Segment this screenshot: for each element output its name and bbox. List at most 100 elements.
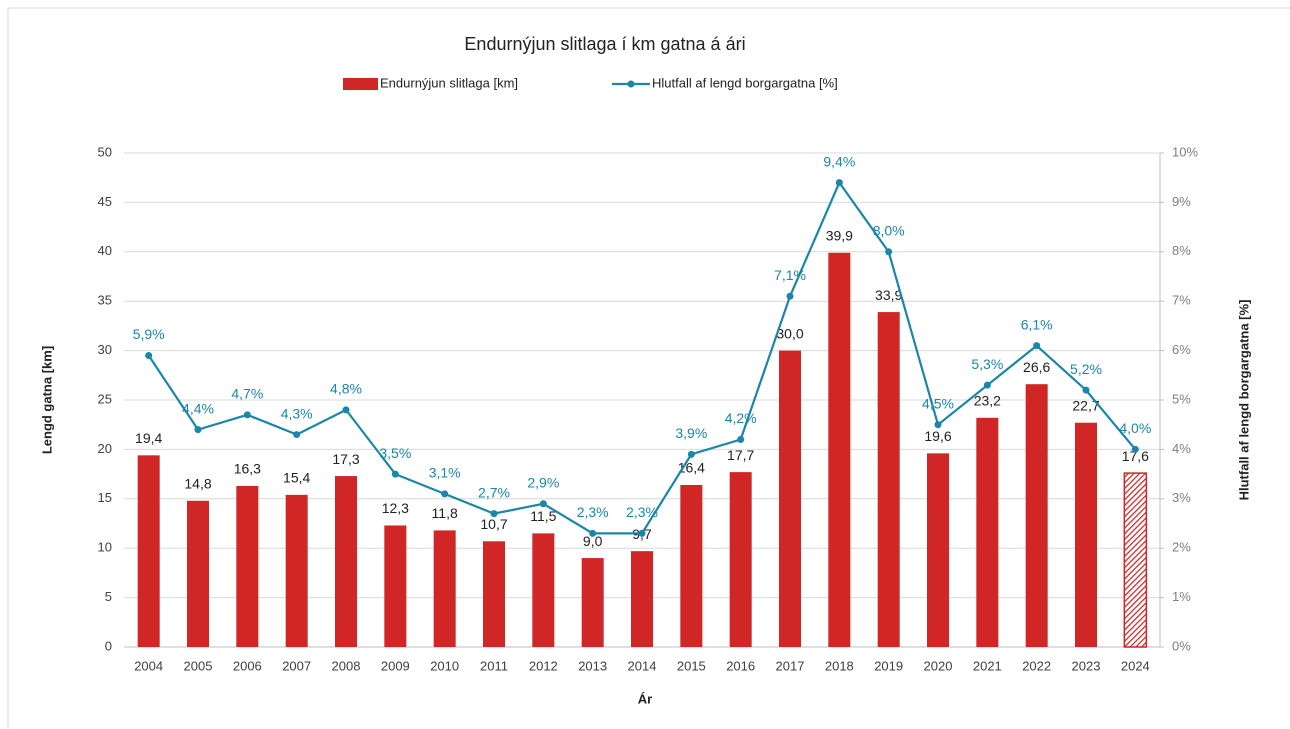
line-marker bbox=[539, 500, 547, 508]
line-marker bbox=[293, 431, 301, 439]
y2-tick-label: 5% bbox=[1172, 391, 1191, 406]
x-tick-label: 2016 bbox=[726, 658, 755, 673]
bar bbox=[976, 417, 999, 647]
line-value-label: 2,9% bbox=[527, 474, 559, 490]
bar bbox=[877, 312, 900, 647]
line-value-label: 5,9% bbox=[133, 326, 165, 342]
x-tick-label: 2007 bbox=[282, 658, 311, 673]
line-value-label: 5,2% bbox=[1070, 361, 1102, 377]
line-value-label: 3,1% bbox=[429, 465, 461, 481]
bar bbox=[532, 533, 555, 647]
bar bbox=[1075, 422, 1097, 647]
bar-value-label: 9,0 bbox=[583, 533, 603, 549]
bar-value-label: 17,6 bbox=[1122, 448, 1149, 464]
y2-tick-label: 10% bbox=[1172, 144, 1198, 159]
line-value-label: 4,0% bbox=[1119, 420, 1151, 436]
x-tick-label: 2021 bbox=[973, 658, 1002, 673]
y-tick-label: 0 bbox=[105, 638, 112, 653]
line-marker bbox=[145, 352, 153, 360]
line-marker bbox=[194, 426, 202, 434]
line-marker bbox=[1082, 386, 1090, 394]
bar bbox=[1025, 384, 1048, 647]
line-marker bbox=[441, 490, 449, 498]
x-tick-label: 2022 bbox=[1022, 658, 1051, 673]
bar-value-label: 11,5 bbox=[530, 508, 556, 524]
line-value-label: 7,1% bbox=[774, 267, 806, 283]
y2-tick-label: 4% bbox=[1172, 441, 1191, 456]
bar-value-label: 19,4 bbox=[135, 430, 162, 446]
bar-value-label: 33,9 bbox=[875, 287, 902, 303]
bar-value-label: 10,7 bbox=[480, 516, 507, 532]
line-marker bbox=[490, 510, 498, 518]
x-tick-label: 2020 bbox=[924, 658, 953, 673]
x-tick-label: 2004 bbox=[134, 658, 163, 673]
x-tick-label: 2019 bbox=[874, 658, 903, 673]
x-tick-label: 2023 bbox=[1072, 658, 1101, 673]
x-axis-title: Ár bbox=[638, 691, 652, 706]
line-marker bbox=[1131, 445, 1139, 453]
line-value-label: 3,5% bbox=[379, 445, 411, 461]
x-tick-label: 2006 bbox=[233, 658, 262, 673]
y2-tick-label: 6% bbox=[1172, 342, 1191, 357]
legend-label: Hlutfall af lengd borgargatna [%] bbox=[652, 75, 838, 90]
line-value-label: 3,9% bbox=[675, 425, 707, 441]
x-tick-label: 2012 bbox=[529, 658, 558, 673]
legend-swatch bbox=[343, 78, 378, 90]
frame bbox=[7, 7, 1290, 729]
bar bbox=[335, 476, 357, 647]
line-value-label: 9,4% bbox=[823, 153, 855, 169]
y2-tick-label: 1% bbox=[1172, 589, 1191, 604]
y2-tick-label: 2% bbox=[1172, 540, 1191, 555]
line-marker bbox=[638, 529, 646, 537]
bar bbox=[631, 551, 653, 647]
y-axis-title: Lengd gatna [km] bbox=[39, 346, 54, 454]
y-tick-label: 15 bbox=[98, 490, 112, 505]
y-tick-label: 45 bbox=[98, 194, 112, 209]
x-tick-label: 2009 bbox=[381, 658, 410, 673]
line-marker bbox=[1033, 342, 1041, 350]
line-value-label: 4,8% bbox=[330, 381, 362, 397]
line-value-label: 4,2% bbox=[725, 410, 757, 426]
bar-value-label: 15,4 bbox=[283, 470, 310, 486]
bar bbox=[187, 500, 209, 647]
x-tick-label: 2005 bbox=[184, 658, 213, 673]
line-marker bbox=[391, 470, 399, 478]
bar bbox=[828, 252, 851, 647]
x-tick-label: 2024 bbox=[1121, 658, 1150, 673]
line-marker bbox=[934, 421, 942, 429]
x-tick-label: 2018 bbox=[825, 658, 854, 673]
bar-value-label: 12,3 bbox=[382, 500, 409, 516]
bar-value-label: 30,0 bbox=[776, 325, 803, 341]
x-tick-label: 2014 bbox=[628, 658, 657, 673]
bar-value-label: 39,9 bbox=[826, 227, 853, 243]
line-marker bbox=[342, 406, 350, 414]
bar bbox=[433, 530, 456, 647]
bar bbox=[927, 453, 949, 647]
bar-value-label: 17,7 bbox=[727, 447, 754, 463]
y-tick-label: 5 bbox=[105, 589, 112, 604]
legend-label: Endurnýjun slitlaga [km] bbox=[380, 75, 518, 90]
bar bbox=[729, 472, 752, 647]
bar-value-label: 22,7 bbox=[1072, 397, 1099, 413]
bar bbox=[236, 485, 259, 647]
x-tick-label: 2017 bbox=[776, 658, 805, 673]
line-marker bbox=[737, 436, 745, 444]
x-tick-label: 2011 bbox=[480, 658, 508, 673]
y2-tick-label: 3% bbox=[1172, 490, 1191, 505]
bar bbox=[680, 484, 703, 647]
line-marker bbox=[835, 179, 843, 187]
bar bbox=[137, 455, 160, 647]
x-tick-label: 2008 bbox=[332, 658, 361, 673]
bar bbox=[384, 525, 407, 647]
bar-value-label: 11,8 bbox=[432, 505, 458, 521]
y-tick-label: 35 bbox=[98, 293, 112, 308]
line-marker bbox=[687, 450, 695, 458]
line-value-label: 2,3% bbox=[626, 504, 658, 520]
x-tick-label: 2010 bbox=[430, 658, 459, 673]
line-marker bbox=[589, 529, 597, 537]
bar bbox=[483, 541, 505, 647]
line-value-label: 4,3% bbox=[281, 405, 313, 421]
bar bbox=[581, 558, 604, 647]
x-tick-label: 2013 bbox=[578, 658, 607, 673]
